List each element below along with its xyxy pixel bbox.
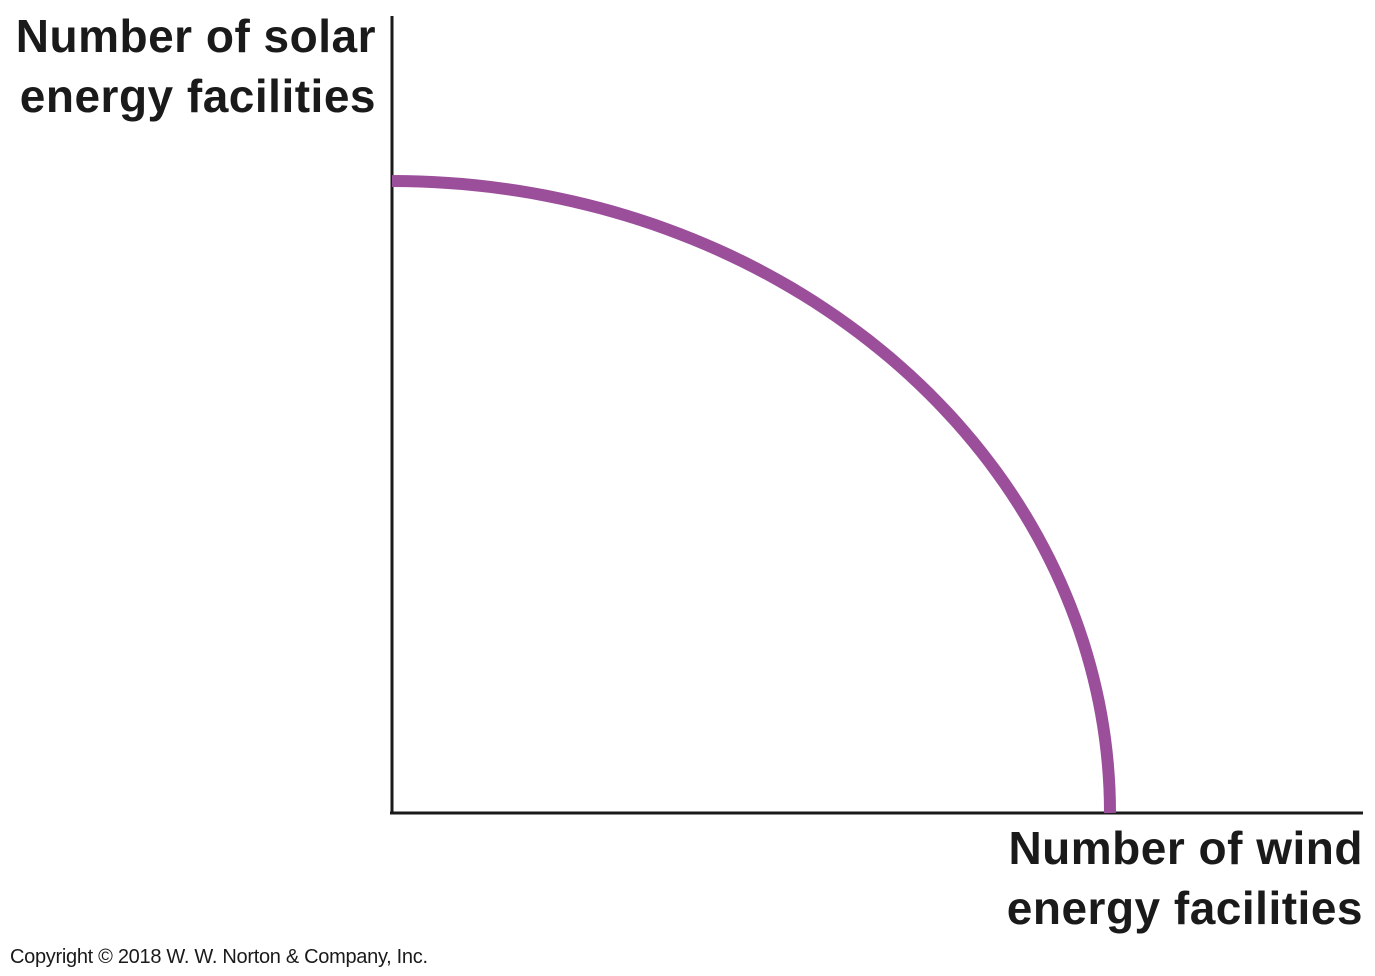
copyright-notice: Copyright © 2018 W. W. Norton & Company,… [10,946,428,968]
x-axis-label-line-1: Number of wind [1008,822,1363,874]
y-axis-label: Number of solar energy facilities [0,6,376,126]
y-axis-label-line-2: energy facilities [19,70,376,122]
y-axis-label-line-1: Number of solar [15,10,376,62]
x-axis-label: Number of wind energy facilities [943,818,1363,938]
ppf-curve [391,175,1116,814]
x-axis-label-line-2: energy facilities [1006,882,1363,934]
